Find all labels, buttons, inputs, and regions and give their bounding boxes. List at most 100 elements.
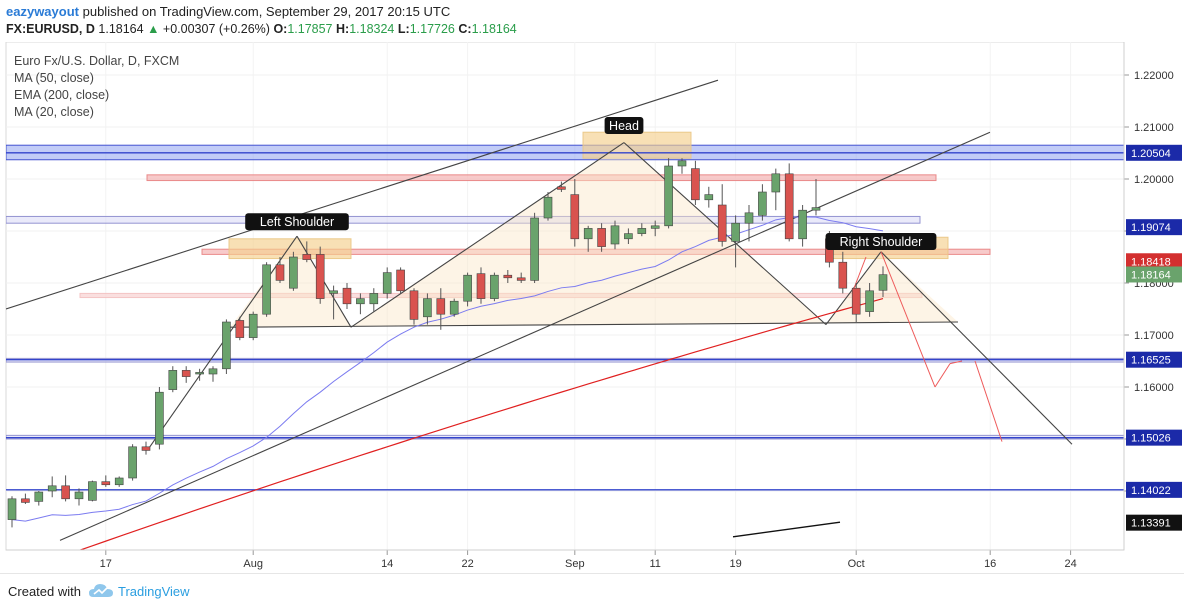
zone-rect bbox=[146, 174, 937, 182]
candle bbox=[141, 441, 151, 455]
trend-line bbox=[949, 360, 963, 365]
candle-body bbox=[409, 290, 419, 320]
zone-rect bbox=[79, 292, 923, 299]
candle-body bbox=[717, 204, 727, 242]
candle-body bbox=[329, 290, 338, 294]
candle bbox=[758, 184, 767, 221]
candle-body bbox=[74, 491, 84, 500]
candle-body bbox=[851, 287, 861, 315]
candle-body bbox=[208, 368, 218, 375]
price-tag bbox=[1126, 514, 1182, 531]
candle-body bbox=[34, 491, 44, 502]
candle bbox=[490, 272, 499, 302]
open-label: O: bbox=[273, 22, 288, 36]
candle bbox=[382, 267, 392, 299]
candle-body bbox=[664, 165, 673, 227]
candle bbox=[677, 158, 687, 174]
price-chart[interactable]: Head Left Shoulder Right Shoulder Euro Fx/… bbox=[0, 42, 1184, 573]
time-axis[interactable]: 17 Aug 14 22 Sep 11 19 Oct 16 24 bbox=[6, 549, 1124, 570]
x-tick-label: 22 bbox=[461, 558, 473, 570]
candle bbox=[128, 444, 137, 481]
candle-body bbox=[476, 273, 486, 299]
candle-body bbox=[47, 485, 57, 492]
candle-body bbox=[396, 269, 405, 292]
head-label-box bbox=[604, 117, 644, 134]
trend-line bbox=[880, 251, 936, 388]
candle-body bbox=[235, 320, 245, 338]
candle-body bbox=[449, 300, 459, 315]
trend-line bbox=[880, 251, 1073, 445]
trend-line bbox=[934, 363, 951, 388]
candle bbox=[21, 493, 30, 504]
candle-body bbox=[503, 274, 513, 279]
candle bbox=[396, 267, 405, 294]
candle bbox=[302, 241, 312, 263]
price-tag bbox=[1126, 253, 1182, 270]
candle bbox=[168, 366, 178, 393]
trend-line bbox=[974, 360, 1003, 442]
ema200-line bbox=[78, 298, 884, 550]
candle-body bbox=[731, 222, 740, 242]
candle-body bbox=[784, 173, 794, 240]
candle bbox=[409, 288, 419, 325]
price-tag bbox=[1126, 219, 1182, 236]
low-label: L: bbox=[397, 22, 410, 36]
candle-body bbox=[798, 209, 807, 240]
last-price: 1.18164 bbox=[98, 22, 144, 36]
tradingview-link[interactable]: TradingView bbox=[118, 584, 190, 599]
candle bbox=[369, 288, 379, 312]
candle bbox=[691, 160, 700, 205]
trend-line bbox=[851, 256, 867, 294]
trend-line bbox=[6, 79, 719, 310]
price-tag-label: 1.18418 bbox=[1131, 256, 1171, 268]
candle-body bbox=[168, 370, 178, 390]
candle bbox=[878, 266, 888, 298]
candle bbox=[155, 387, 164, 450]
candle-body bbox=[436, 298, 446, 315]
change-arrow-icon: ▲ bbox=[147, 22, 160, 36]
price-axis[interactable]: 1.220001.210001.200001.190001.180001.170… bbox=[1123, 42, 1182, 550]
price-tag-label: 1.20504 bbox=[1131, 148, 1171, 160]
y-tick-label: 1.21000 bbox=[1134, 122, 1174, 134]
candle-body bbox=[865, 290, 874, 312]
x-tick-label: 19 bbox=[729, 558, 741, 570]
price-tag bbox=[1126, 429, 1182, 446]
candle bbox=[356, 293, 365, 315]
candle-body bbox=[530, 217, 539, 281]
symbol-label: FX:EURUSD, D bbox=[6, 22, 95, 36]
candle bbox=[476, 267, 486, 304]
x-tick-label: Aug bbox=[243, 558, 263, 570]
author-link[interactable]: eazywayout bbox=[6, 4, 79, 19]
candle bbox=[704, 186, 714, 208]
open-value: 1.17857 bbox=[287, 22, 333, 36]
candle-body bbox=[181, 370, 191, 377]
price-tag-label: 1.14022 bbox=[1131, 485, 1171, 497]
candle bbox=[329, 285, 338, 320]
candle bbox=[315, 246, 325, 304]
left-shoulder-label-box bbox=[245, 213, 349, 231]
candle-body bbox=[289, 256, 298, 289]
right-shoulder-label-box bbox=[825, 232, 937, 250]
candle-body bbox=[637, 228, 647, 234]
candle-body bbox=[543, 196, 553, 219]
candle-body bbox=[583, 228, 593, 240]
candle-body bbox=[141, 446, 151, 451]
candle-body bbox=[369, 293, 379, 305]
candle bbox=[436, 288, 446, 330]
candle-body bbox=[704, 194, 714, 201]
candle-body bbox=[570, 194, 580, 240]
candle-body bbox=[222, 321, 231, 370]
candle bbox=[423, 293, 432, 325]
price-tag-label: 1.15026 bbox=[1131, 433, 1171, 445]
candle-body bbox=[691, 168, 700, 201]
candle-body bbox=[155, 391, 164, 445]
indicator-ma50: MA (50, close) bbox=[14, 71, 94, 85]
footer: Created with TradingView bbox=[0, 573, 1184, 608]
zone-rect bbox=[201, 248, 991, 255]
candle bbox=[342, 283, 352, 309]
candle-body bbox=[101, 481, 111, 486]
low-value: 1.17726 bbox=[409, 22, 455, 36]
candle-body bbox=[758, 191, 767, 216]
x-tick-label: 24 bbox=[1064, 558, 1076, 570]
high-label: H: bbox=[336, 22, 350, 36]
